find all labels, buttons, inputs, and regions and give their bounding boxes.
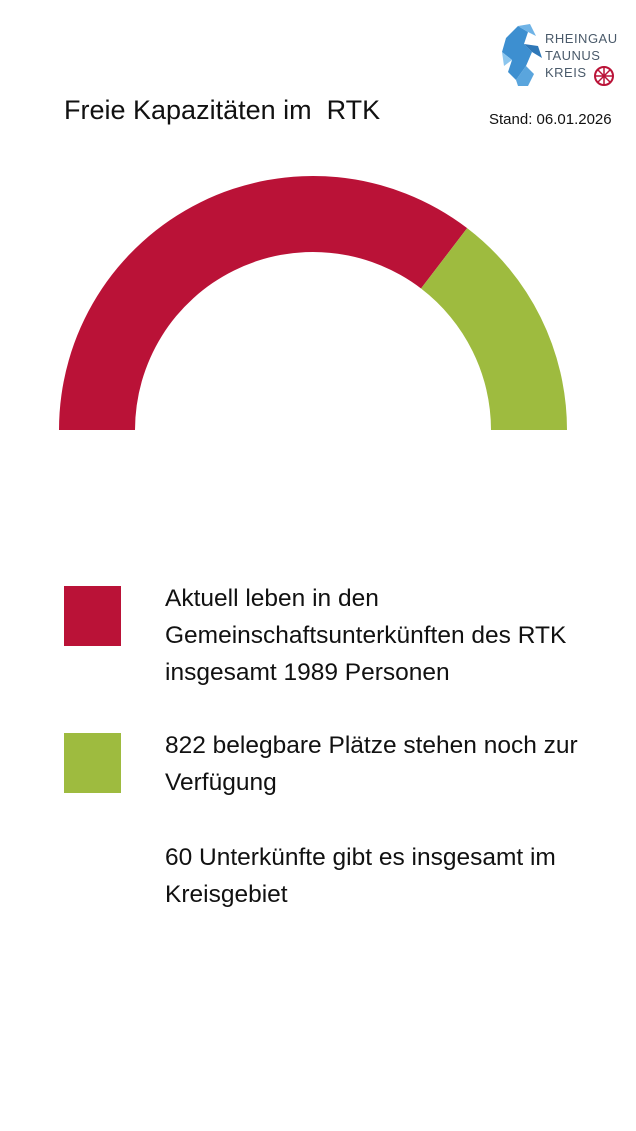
- logo-line-2: TAUNUS: [545, 48, 601, 63]
- page-title: Freie Kapazitäten im RTK: [64, 95, 381, 125]
- lion-icon: [502, 24, 542, 86]
- logo-line-3: KREIS: [545, 65, 587, 80]
- logo: [502, 24, 614, 86]
- half-donut-chart: [59, 176, 567, 430]
- legend-swatch-free: [64, 733, 121, 793]
- logo-line-1: RHEINGAU: [545, 31, 618, 46]
- legend-label-free: 822 belegbare Plätze stehen noch zur Ver…: [165, 732, 578, 796]
- legend-swatch-occupied: [64, 586, 121, 646]
- logo-text: RHEINGAU TAUNUS KREIS: [545, 30, 618, 81]
- total-accommodations-text: 60 Unterkünfte gibt es insgesamt im Krei…: [165, 844, 556, 908]
- legend-label-occupied: Aktuell leben in den Gemeinschaftsunterk…: [165, 585, 567, 686]
- gauge-segment-occupied: [59, 176, 468, 430]
- date-stamp: Stand: 06.01.2026: [489, 111, 612, 128]
- gauge-segment-free: [421, 228, 567, 430]
- coat-of-arms-icon: [594, 66, 614, 86]
